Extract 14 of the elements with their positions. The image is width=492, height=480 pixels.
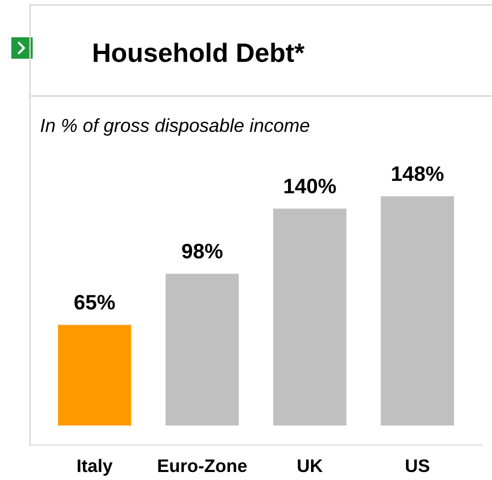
chart-title: Household Debt* bbox=[94, 42, 305, 62]
x-tick-label: Italy bbox=[78, 458, 113, 476]
x-tick-label: US bbox=[406, 459, 430, 472]
bar bbox=[166, 274, 239, 426]
data-label: 148% bbox=[392, 166, 444, 182]
bar bbox=[273, 208, 346, 426]
x-tick-label: Euro-Zone bbox=[158, 460, 247, 472]
chart-subtitle: In % of gross disposable income bbox=[40, 118, 310, 136]
x-tick-label: UK bbox=[298, 460, 323, 472]
bar bbox=[380, 196, 454, 426]
data-label: 140% bbox=[284, 178, 336, 194]
data-label: 98% bbox=[182, 244, 222, 258]
data-label: 65% bbox=[74, 294, 115, 310]
bar bbox=[58, 324, 132, 426]
